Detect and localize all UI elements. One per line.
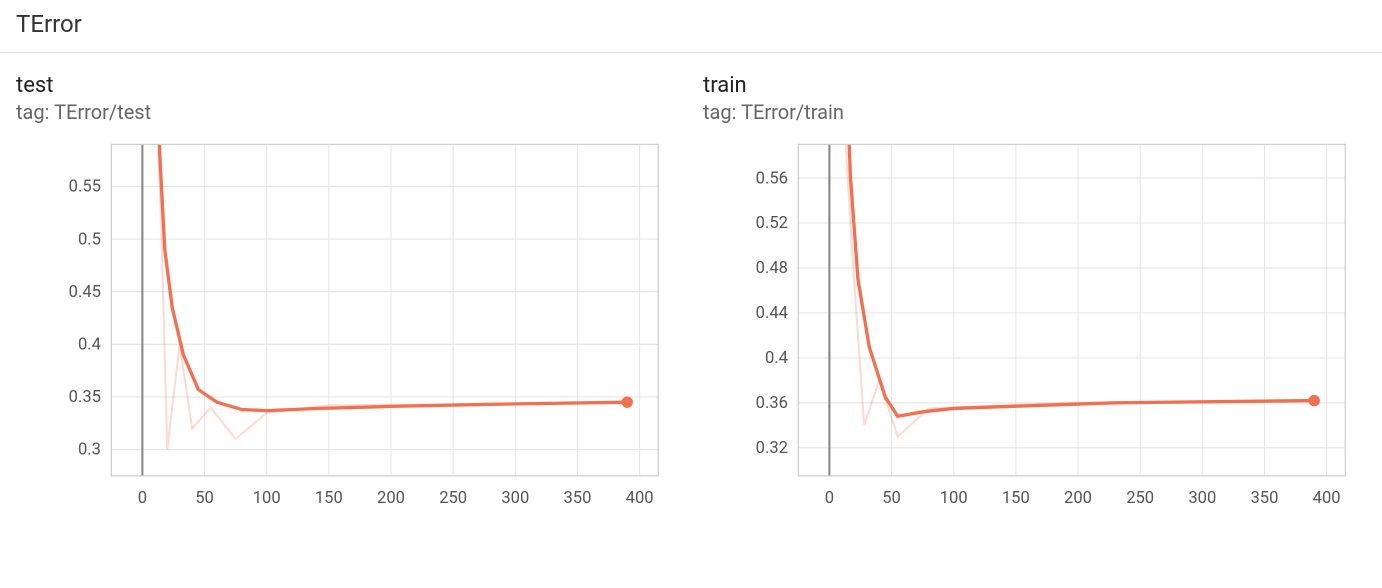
xtick-label: 200 [377,489,405,508]
xtick-label: 250 [439,489,467,508]
ytick-label: 0.4 [78,335,101,354]
chart-card-train: traintag: TError/train 0.32 0.36 0.4 0.44 0.4… [703,73,1366,517]
chart-plot-train[interactable]: 0.32 0.36 0.4 0.44 0.48 0.52 0.56 0 50 100 150 200 2… [703,134,1366,517]
xtick-label: 350 [564,489,592,508]
section-title: TError [0,0,1382,53]
xtick-label: 200 [1064,489,1092,508]
ytick-label: 0.35 [69,388,101,407]
chart-tag: tag: TError/train [703,100,1366,124]
end-point-marker [1309,395,1320,406]
xtick-label: 100 [253,489,281,508]
xtick-label: 150 [315,489,343,508]
xtick-label: 100 [940,489,968,508]
ytick-label: 0.36 [756,394,788,413]
ytick-label: 0.48 [756,259,788,278]
xtick-label: 0 [138,489,147,508]
xtick-label: 350 [1251,489,1279,508]
xtick-label: 400 [626,489,654,508]
chart-tag: tag: TError/test [16,100,679,124]
ytick-label: 0.5 [78,230,101,249]
ytick-label: 0.55 [69,178,101,197]
ytick-label: 0.52 [756,214,788,233]
ytick-label: 0.4 [765,349,788,368]
xtick-label: 300 [1188,489,1216,508]
xtick-label: 50 [195,489,214,508]
chart-plot-test[interactable]: 0.3 0.35 0.4 0.45 0.5 0.55 0 50 100 150 200 250 300 3… [16,134,679,517]
xtick-label: 150 [1002,489,1030,508]
ytick-label: 0.32 [756,439,788,458]
series-smoothed [839,134,1314,416]
xtick-label: 400 [1313,489,1341,508]
ytick-label: 0.56 [756,169,788,188]
xtick-label: 250 [1126,489,1154,508]
chart-title: train [703,73,1366,98]
series-smoothed [152,134,627,411]
chart-card-test: testtag: TError/test 0.3 0.35 0.4 0.45 0.5 0.5… [16,73,679,517]
xtick-label: 0 [825,489,834,508]
ytick-label: 0.3 [78,441,101,460]
chart-title: test [16,73,679,98]
xtick-label: 300 [501,489,529,508]
end-point-marker [622,396,633,407]
ytick-label: 0.44 [756,304,788,323]
xtick-label: 50 [882,489,901,508]
charts-row: testtag: TError/test 0.3 0.35 0.4 0.45 0.5 0.5… [0,53,1382,517]
ytick-label: 0.45 [69,283,101,302]
